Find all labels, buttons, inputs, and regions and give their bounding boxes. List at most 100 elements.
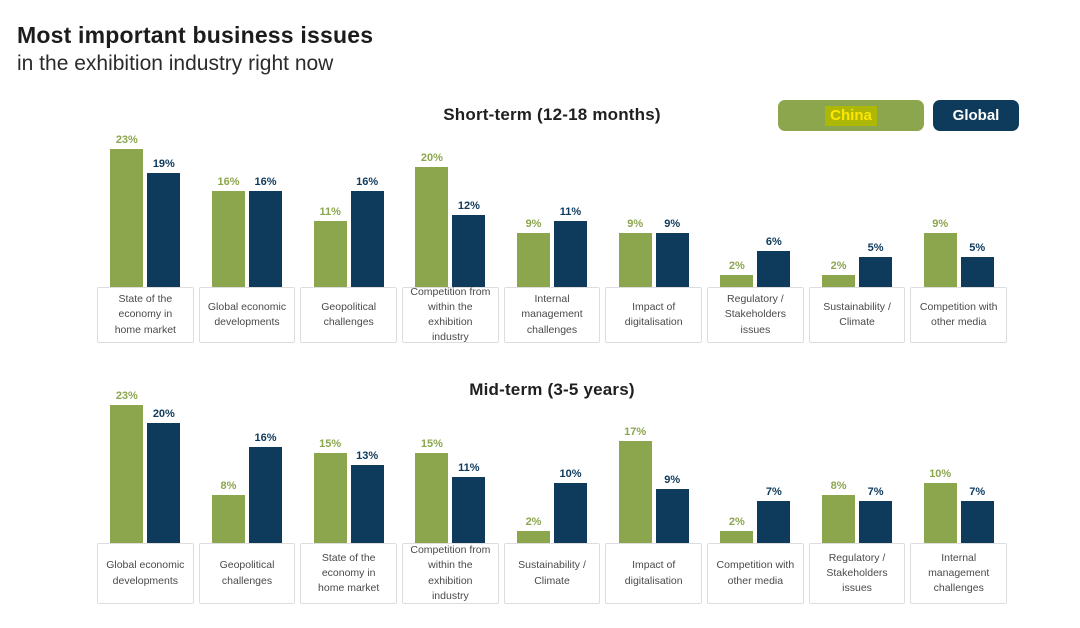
- category-label-box: Global economic developments: [97, 543, 194, 604]
- bar-value-label: 10%: [559, 468, 582, 480]
- bar-pair: 2% 6%: [707, 140, 804, 287]
- chart-column: 23% 19% State of the economy in home marke…: [97, 134, 194, 343]
- bar-pair: 9% 11%: [504, 140, 601, 287]
- bar-pair: 9% 5%: [910, 140, 1007, 287]
- bar-value-label: 23%: [115, 390, 138, 402]
- china-bar: [720, 275, 754, 287]
- bar-china: 11%: [313, 206, 347, 287]
- bar-global: 6%: [757, 236, 791, 287]
- china-bar: [313, 453, 347, 543]
- global-bar: [147, 423, 181, 543]
- bar-value-label: 10%: [929, 468, 952, 480]
- bar-value-label: 2%: [728, 516, 745, 528]
- bar-value-label: 15%: [319, 438, 342, 450]
- global-bar: [757, 251, 791, 287]
- page-title: Most important business issues: [17, 22, 374, 48]
- global-bar: [655, 233, 689, 287]
- short-term-chart: 23% 19% State of the economy in home marke…: [97, 134, 1008, 343]
- category-label-box: Geopolitical challenges: [198, 543, 296, 604]
- bar-pair: 10% 7%: [910, 396, 1007, 543]
- china-legend-button[interactable]: China: [778, 100, 924, 131]
- bar-global: 20%: [147, 408, 181, 543]
- bar-value-label: 9%: [664, 474, 681, 486]
- china-bar: [822, 275, 856, 287]
- bar-pair: 23% 20%: [97, 390, 194, 543]
- chart-column: 16% 16% Global economic developments: [198, 140, 296, 343]
- china-bar: [313, 221, 347, 287]
- chart-column: 9% 5% Competition with other media: [910, 140, 1008, 343]
- bar-value-label: 15%: [420, 438, 443, 450]
- chart-column: 15% 11% Competition from within the exhibi…: [402, 396, 499, 604]
- bar-value-label: 5%: [969, 242, 986, 254]
- page-subtitle: in the exhibition industry right now: [17, 52, 334, 75]
- global-bar: [147, 173, 181, 287]
- chart-column: 9% 9% Impact of digitalisation: [605, 140, 703, 343]
- bar-value-label: 19%: [152, 158, 175, 170]
- bar-value-label: 11%: [319, 206, 341, 218]
- bar-china: 9%: [618, 218, 652, 287]
- category-label-box: Impact of digitalisation: [605, 543, 703, 604]
- category-label-box: Global economic developments: [198, 287, 296, 343]
- bar-pair: 15% 13%: [300, 396, 397, 543]
- china-bar: [720, 531, 754, 543]
- bar-global: 7%: [757, 486, 791, 543]
- bar-global: 10%: [554, 468, 588, 543]
- category-label-box: Regulatory / Stakeholders issues: [808, 543, 906, 604]
- bar-global: 7%: [859, 486, 893, 543]
- bar-pair: 20% 12%: [402, 140, 499, 287]
- mid-term-chart: 23% 20% Global economic developments 8% 16% G…: [97, 390, 1008, 604]
- bar-value-label: 11%: [458, 462, 480, 474]
- bar-china: 17%: [618, 426, 652, 543]
- bar-china: 2%: [517, 516, 551, 543]
- global-bar: [554, 483, 588, 543]
- china-bar: [618, 441, 652, 543]
- china-bar: [212, 495, 245, 543]
- bar-value-label: 7%: [765, 486, 782, 498]
- category-label-box: Competition from within the exhibition i…: [402, 543, 499, 604]
- bar-china: 15%: [415, 438, 449, 543]
- category-label-box: State of the economy in home market: [97, 287, 194, 343]
- bar-value-label: 2%: [830, 260, 847, 272]
- bar-value-label: 5%: [867, 242, 884, 254]
- bar-global: 16%: [249, 432, 282, 543]
- bar-china: 20%: [415, 152, 449, 287]
- global-bar: [960, 501, 994, 543]
- china-bar: [618, 233, 652, 287]
- mid-term-chart-title: Mid-term (3-5 years): [469, 380, 635, 399]
- bar-value-label: 20%: [420, 152, 443, 164]
- bar-pair: 8% 7%: [809, 396, 906, 543]
- china-bar: [110, 149, 144, 287]
- china-bar: [110, 405, 144, 543]
- global-bar: [249, 447, 282, 543]
- global-bar: [249, 191, 282, 287]
- china-bar: [517, 531, 551, 543]
- bar-pair: 2% 5%: [809, 140, 906, 287]
- bar-value-label: 13%: [356, 450, 379, 462]
- china-bar: [517, 233, 551, 287]
- bar-pair: 2% 10%: [504, 396, 601, 543]
- bar-global: 16%: [350, 176, 384, 287]
- global-bar: [655, 489, 689, 543]
- bar-value-label: 9%: [664, 218, 681, 230]
- global-bar: [350, 465, 384, 543]
- category-label-box: Competition from within the exhibition i…: [402, 286, 499, 343]
- chart-column: 2% 7% Competition with other media: [707, 396, 804, 604]
- chart-column: 11% 16% Geopolitical challenges: [300, 140, 398, 343]
- bar-global: 7%: [960, 486, 994, 543]
- bar-value-label: 8%: [830, 480, 847, 492]
- chart-column: 15% 13% State of the economy in home marke…: [300, 396, 398, 604]
- chart-column: 2% 6% Regulatory / Stakeholders issues: [707, 140, 804, 343]
- bar-value-label: 2%: [525, 516, 542, 528]
- bar-china: 15%: [313, 438, 347, 543]
- bar-pair: 2% 7%: [707, 396, 804, 543]
- china-bar: [415, 453, 449, 543]
- global-bar: [859, 501, 893, 543]
- bar-value-label: 16%: [356, 176, 379, 188]
- bar-value-label: 17%: [624, 426, 647, 438]
- bar-value-label: 6%: [765, 236, 782, 248]
- bar-pair: 23% 19%: [97, 134, 194, 287]
- bar-global: 5%: [859, 242, 893, 287]
- bar-china: 8%: [212, 480, 245, 543]
- global-legend-button[interactable]: Global: [933, 100, 1019, 131]
